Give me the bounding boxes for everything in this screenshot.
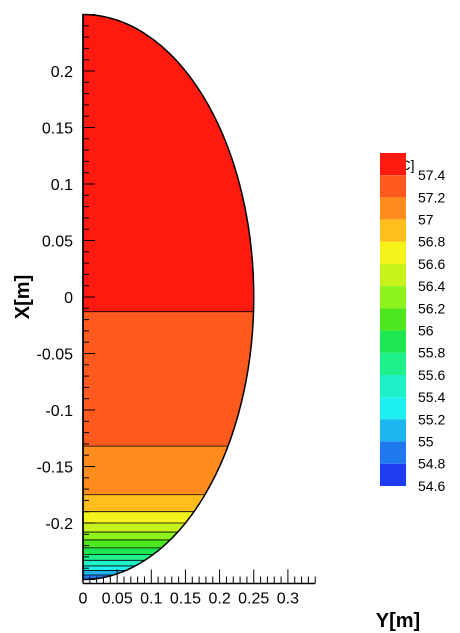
y-tick-label: 0 xyxy=(64,290,73,307)
legend-swatch xyxy=(380,219,406,242)
contour-band xyxy=(83,446,254,495)
contour-band xyxy=(83,554,254,561)
x-tick-label: 0 xyxy=(79,591,88,608)
x-tick-label: 0.1 xyxy=(140,591,162,608)
legend-swatch xyxy=(380,441,406,464)
contour-band xyxy=(83,560,254,566)
y-tick-label: 0.15 xyxy=(42,121,73,138)
contour-band xyxy=(83,547,254,555)
x-tick-label: 0.25 xyxy=(238,591,269,608)
y-axis-title: X[m] xyxy=(12,275,34,319)
legend-label: 56 xyxy=(418,323,434,339)
legend-label: 55 xyxy=(418,434,434,450)
legend-label: 57.2 xyxy=(418,189,445,205)
legend-label: 56.8 xyxy=(418,234,445,250)
legend-label: 55.2 xyxy=(418,411,445,427)
y-tick-label: 0.1 xyxy=(51,177,73,194)
legend-label: 56.4 xyxy=(418,278,445,294)
temperature-legend: T[ºC] 57.457.25756.856.656.456.25655.855… xyxy=(380,153,445,494)
contour-band xyxy=(83,570,254,575)
legend-swatch xyxy=(380,175,406,198)
y-tick-label: -0.1 xyxy=(45,403,73,420)
legend-swatch xyxy=(380,286,406,309)
y-tick-label: -0.2 xyxy=(45,516,73,533)
y-tick-label: -0.15 xyxy=(37,460,74,477)
contour-band xyxy=(83,14,254,312)
legend-label: 57.4 xyxy=(418,167,445,183)
legend-swatch xyxy=(380,419,406,442)
legend-label: 56.2 xyxy=(418,300,445,316)
legend-swatch xyxy=(380,241,406,264)
legend-label: 54.8 xyxy=(418,456,445,472)
legend-swatch xyxy=(380,330,406,353)
legend-swatch xyxy=(380,397,406,420)
legend-label: 54.6 xyxy=(418,478,445,494)
x-axis-title: Y[m] xyxy=(376,610,420,632)
legend-label: 56.6 xyxy=(418,256,445,272)
contour-band xyxy=(83,565,254,571)
x-tick-label: 0.15 xyxy=(170,591,201,608)
domain-outline xyxy=(82,13,255,581)
x-tick-label: 0.2 xyxy=(208,591,230,608)
contour-band xyxy=(83,532,254,540)
legend-label: 55.6 xyxy=(418,367,445,383)
legend-swatch xyxy=(380,264,406,287)
legend-label: 55.8 xyxy=(418,345,445,361)
legend-swatch xyxy=(380,352,406,375)
x-tick-label: 0.3 xyxy=(277,591,299,608)
y-tick-label: 0.05 xyxy=(42,234,73,251)
contour-band xyxy=(83,311,254,447)
legend-swatch xyxy=(380,463,406,486)
legend-swatch xyxy=(380,375,406,398)
x-axis-ticks: 0 0.05 0.1 0.15 0.2 0.25 0.3 xyxy=(79,569,316,608)
contour-band xyxy=(83,523,254,533)
contour-band xyxy=(83,494,254,512)
legend-label: 55.4 xyxy=(418,389,445,405)
legend-label: 57 xyxy=(418,212,434,228)
y-tick-label: -0.05 xyxy=(37,347,74,364)
x-tick-label: 0.05 xyxy=(102,591,133,608)
legend-swatch xyxy=(380,197,406,220)
contour-band xyxy=(83,511,254,523)
y-tick-label: 0.2 xyxy=(51,64,73,81)
legend-swatch xyxy=(380,153,406,176)
y-axis-ticks: 0.2 0.15 0.1 0.05 0 -0.05 -0.1 -0.15 -0.2 xyxy=(37,14,95,580)
legend-swatch xyxy=(380,308,406,331)
